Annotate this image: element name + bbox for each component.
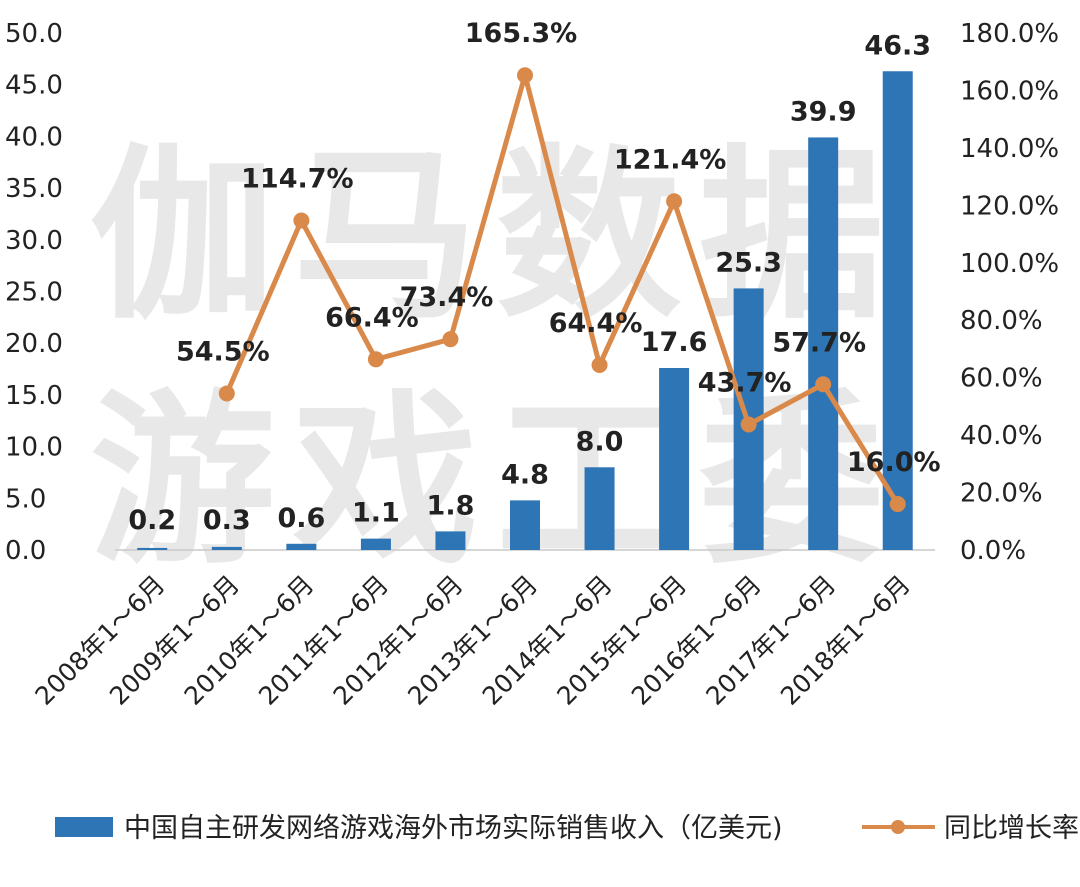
bar-value-label: 46.3 [864, 30, 931, 61]
x-category-label: 2015年1～6月 [551, 570, 692, 711]
bar [286, 543, 317, 550]
y-right-tick-label: 160.0% [960, 76, 1059, 106]
bar [584, 467, 615, 550]
bar-value-label: 0.3 [203, 505, 251, 536]
growth-rate-line [224, 72, 900, 506]
y-left-tick-label: 40.0 [5, 122, 63, 152]
growth-rate-point [442, 331, 459, 348]
x-category-label: 2016年1～6月 [626, 570, 767, 711]
y-right-tick-label: 0.0% [960, 536, 1026, 566]
growth-rate-label: 165.3% [465, 18, 577, 49]
growth-rate-label: 57.7% [772, 327, 866, 358]
bar [882, 71, 913, 551]
y-right-tick-label: 60.0% [960, 364, 1043, 394]
x-category-label: 2014年1～6月 [477, 570, 618, 711]
growth-rate-point [815, 376, 832, 393]
growth-rate-point [293, 212, 310, 229]
growth-rate-point [740, 416, 757, 433]
growth-rate-label: 73.4% [400, 282, 494, 313]
bar [435, 531, 466, 550]
x-category-label: 2018年1～6月 [775, 570, 916, 711]
growth-rate-label: 64.4% [549, 308, 643, 339]
y-right-tick-label: 80.0% [960, 306, 1043, 336]
legend-bar-label: 中国自主研发网络游戏海外市场实际销售收入（亿美元) [124, 813, 783, 844]
growth-rate-label: 114.7% [241, 164, 353, 195]
bar-value-label: 8.0 [576, 426, 624, 457]
y-left-tick-label: 5.0 [5, 484, 46, 514]
legend-bar-swatch [55, 817, 113, 837]
growth-rate-point [591, 357, 608, 374]
bar-value-label: 17.6 [641, 327, 708, 358]
bar [510, 500, 540, 550]
y-right-tick-label: 100.0% [960, 249, 1059, 279]
bar-value-label: 0.6 [277, 503, 325, 534]
y-right-tick-label: 40.0% [960, 421, 1043, 451]
bar-value-label: 39.9 [790, 96, 857, 127]
growth-rate-point [666, 193, 683, 210]
growth-rate-label: 66.4% [325, 302, 419, 333]
x-category-label: 2009年1～6月 [104, 570, 245, 711]
x-category-label: 2010年1～6月 [179, 570, 320, 711]
y-left-tick-label: 30.0 [5, 226, 63, 256]
legend-line-label: 同比增长率 [944, 813, 1079, 844]
growth-rate-label: 54.5% [176, 336, 270, 367]
bar-value-label: 1.8 [427, 490, 475, 521]
y-right-tick-label: 180.0% [960, 19, 1059, 49]
y-left-tick-label: 35.0 [5, 174, 63, 204]
bar-value-label: 25.3 [715, 247, 782, 278]
x-category-label: 2017年1～6月 [700, 570, 841, 711]
growth-rate-point [517, 67, 533, 84]
y-right-tick-label: 120.0% [960, 191, 1059, 221]
bar-value-label: 4.8 [501, 459, 549, 490]
plot-area: 0.0 5.0 10.0 15.0 20.0 25.0 30.0 35.0 40.0 45.0 50… [5, 18, 1059, 711]
y-left-tick-label: 15.0 [5, 381, 63, 411]
y-right-tick-label: 140.0% [960, 134, 1059, 164]
y-right-tick-label: 20.0% [960, 479, 1043, 509]
bar [360, 538, 391, 550]
x-category-label: 2013年1～6月 [402, 570, 543, 711]
growth-rate-label: 43.7% [698, 367, 792, 398]
y-left-tick-label: 45.0 [5, 71, 63, 101]
y-left-tick-label: 50.0 [5, 19, 63, 49]
growth-rate-point [889, 496, 906, 513]
legend: 中国自主研发网络游戏海外市场实际销售收入（亿美元) 同比增长率 [55, 813, 1079, 844]
x-category-label: 2012年1～6月 [328, 570, 469, 711]
bar [808, 137, 839, 550]
y-left-tick-label: 20.0 [5, 329, 63, 359]
bar-value-label: 0.2 [128, 505, 176, 536]
y-left-tick-label: 25.0 [5, 278, 63, 308]
bar [659, 368, 690, 550]
x-category-label: 2011年1～6月 [253, 570, 394, 711]
growth-rate-point [367, 351, 384, 368]
watermark-line-1: 伽马数据 [90, 128, 902, 344]
growth-rate-label: 16.0% [847, 447, 941, 478]
bar [211, 546, 242, 550]
y-left-tick-label: 10.0 [5, 433, 63, 463]
growth-rate-point [218, 385, 235, 402]
x-category-label: 2008年1～6月 [29, 570, 170, 711]
y-left-tick-label: 0.0 [5, 536, 46, 566]
growth-rate-label: 121.4% [614, 144, 726, 175]
bar-value-label: 1.1 [352, 498, 400, 529]
bar [137, 547, 168, 550]
legend-line-marker [891, 820, 905, 834]
